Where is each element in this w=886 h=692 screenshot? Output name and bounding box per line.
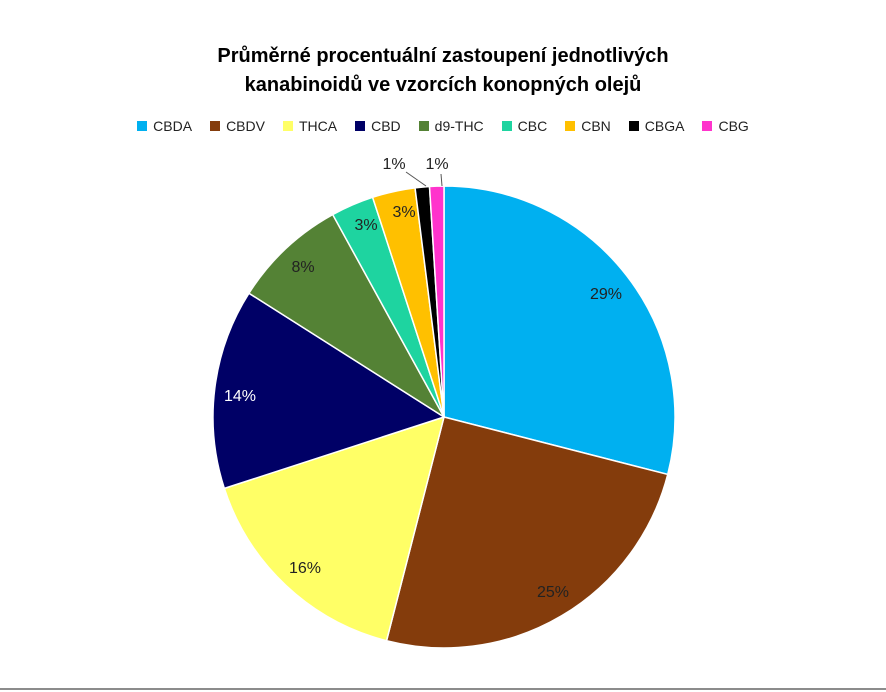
legend-label: d9-THC (434, 118, 484, 134)
pie-slice-thca (223, 415, 446, 642)
legend-item-cbga: CBGA (628, 118, 685, 134)
legend-item-cbn: CBN (565, 118, 611, 134)
chart-title-line-1: Průměrné procentuální zastoupení jednotl… (217, 45, 669, 67)
legend-label: CBDA (153, 118, 193, 134)
legend-label: CBG (718, 118, 749, 134)
legend-item-cbg: CBG (702, 118, 749, 134)
legend-item-d9-thc: d9-THC (418, 118, 484, 134)
data-label-cbn: 3% (392, 204, 415, 221)
legend-label: CBDV (226, 118, 265, 134)
legend-item-thca: THCA (282, 118, 338, 134)
data-label-cbga: 1% (382, 156, 405, 173)
legend-swatch (137, 121, 148, 131)
legend-label: CBGA (644, 118, 685, 134)
legend-item-cbda: CBDA (137, 118, 192, 134)
legend-swatch (418, 121, 429, 131)
legend: CBDA CBDV THCA CBD d9-THC CBC CBN CBGA CBG (0, 118, 886, 134)
data-label-thca: 16% (289, 560, 321, 577)
data-label-cbd: 14% (224, 388, 256, 405)
legend-item-cbd: CBD (355, 118, 401, 134)
bottom-divider (0, 688, 886, 690)
legend-swatch (702, 121, 713, 131)
leader-line (440, 173, 443, 187)
pie-slices (212, 185, 676, 649)
pie-slice-cbd (212, 292, 446, 490)
chart-title: Průměrné procentuální zastoupení jednotl… (0, 42, 886, 100)
legend-swatch (628, 121, 639, 131)
legend-swatch (565, 121, 576, 131)
pie-slice-d9-thc (247, 213, 445, 418)
leader-line (405, 171, 427, 187)
data-label-cbdv: 25% (537, 584, 569, 601)
data-labels: 29% 25% 16% 14% 8% 3% 3% 1% 1% (224, 156, 622, 601)
legend-label: CBD (371, 118, 401, 134)
legend-swatch (210, 121, 221, 131)
pie-slice-cbg (428, 185, 445, 418)
legend-label: THCA (298, 118, 338, 134)
data-label-cbg: 1% (425, 156, 448, 173)
legend-swatch (282, 121, 293, 131)
legend-item-cbc: CBC (501, 118, 548, 134)
legend-swatch (501, 121, 512, 131)
legend-label: CBC (517, 118, 548, 134)
legend-item-cbdv: CBDV (210, 118, 265, 134)
legend-swatch (355, 121, 366, 131)
data-label-cbda: 29% (590, 286, 622, 303)
pie-slice-cbdv (385, 416, 669, 649)
chart-title-line-2: kanabinoidů ve vzorcích konopných olejů (244, 74, 642, 96)
data-label-d9-thc: 8% (291, 259, 314, 276)
data-label-cbc: 3% (354, 217, 377, 234)
pie-slice-cbda (443, 185, 676, 476)
legend-label: CBN (581, 118, 611, 134)
